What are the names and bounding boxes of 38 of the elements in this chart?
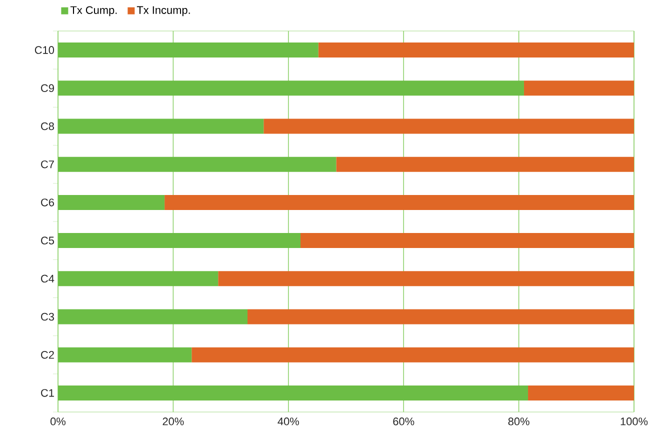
bar <box>58 194 165 210</box>
y-tick-label: C3 <box>41 312 54 321</box>
bar <box>248 309 634 324</box>
bar <box>192 347 634 362</box>
bar <box>58 156 336 172</box>
bar <box>300 233 634 248</box>
y-tick-label: C1 <box>41 389 54 397</box>
y-tick-label: C7 <box>41 160 54 168</box>
legend-label: Tx Cump. <box>70 6 117 16</box>
bar <box>58 42 318 58</box>
x-tick-label: 0% <box>50 418 66 426</box>
y-tick-label: C5 <box>41 236 54 244</box>
bar <box>58 347 192 362</box>
y-tick-label: C2 <box>41 350 54 359</box>
y-tick-label: C6 <box>41 198 54 206</box>
bar <box>318 42 634 58</box>
bar <box>528 385 634 400</box>
bar <box>58 385 528 400</box>
bar <box>218 271 634 286</box>
bar <box>58 271 218 286</box>
y-tick-label: C9 <box>41 84 54 92</box>
legend-label: Tx Incump. <box>136 6 190 16</box>
bar <box>58 309 248 324</box>
bar <box>336 156 634 172</box>
x-tick-label: 40% <box>278 418 299 426</box>
y-tick-label: C8 <box>41 122 54 130</box>
y-tick-label: C4 <box>41 274 54 283</box>
bar <box>58 80 524 96</box>
bar <box>58 118 264 134</box>
bar <box>58 233 300 248</box>
x-tick-label: 60% <box>393 418 414 426</box>
bar <box>264 118 634 134</box>
x-tick-label: 80% <box>508 418 530 426</box>
x-tick-label: 100% <box>620 418 648 426</box>
y-tick-label: C10 <box>34 46 54 54</box>
x-tick-label: 20% <box>162 418 184 426</box>
bar <box>524 80 634 96</box>
bar <box>164 194 634 210</box>
